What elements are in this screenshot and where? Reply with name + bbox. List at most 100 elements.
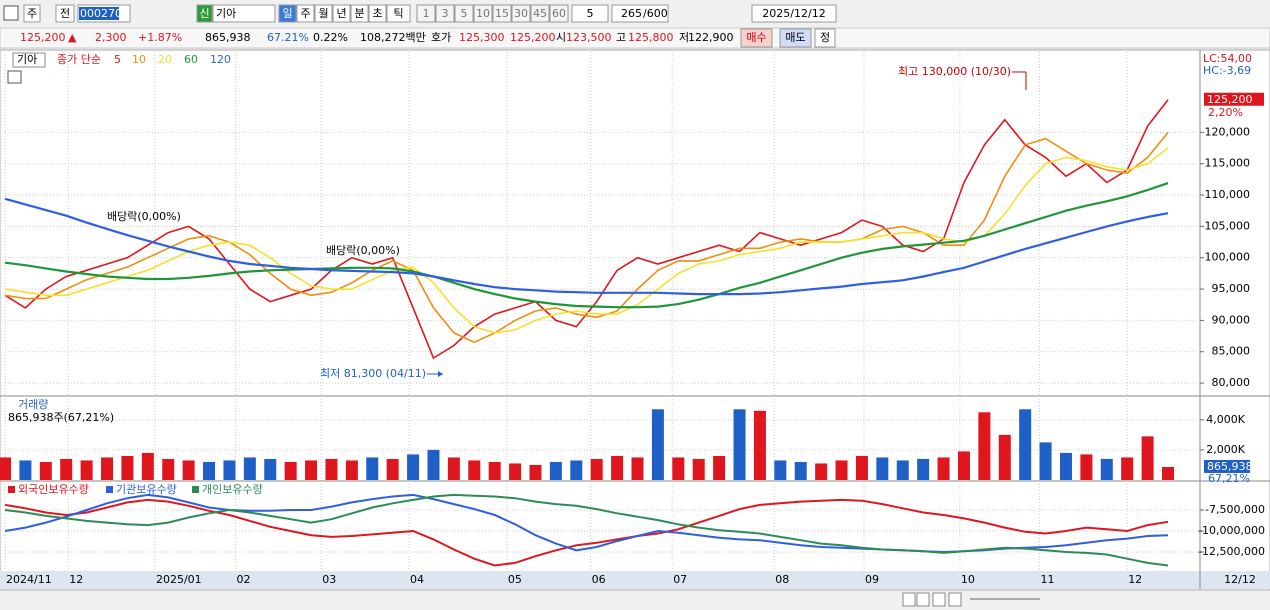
interval-select[interactable] xyxy=(571,4,609,23)
volume-bar xyxy=(1039,442,1052,480)
legend-swatch xyxy=(192,486,199,493)
nav-button[interactable] xyxy=(916,592,930,607)
info-change: 2,300 xyxy=(95,31,127,44)
volume-bar xyxy=(488,461,501,480)
count-input[interactable] xyxy=(611,4,669,23)
interval-button[interactable] xyxy=(454,4,474,23)
volume-bar xyxy=(101,457,114,480)
legend-box xyxy=(12,52,46,68)
info-bid: 125,200 xyxy=(510,31,556,44)
volume-bar xyxy=(590,458,603,480)
x-tick-label: 03 xyxy=(322,573,336,586)
volume-bar xyxy=(121,455,134,480)
legend-entry: 60 xyxy=(184,53,198,66)
y-tick-label: 90,000 xyxy=(1212,313,1251,326)
interval-button[interactable] xyxy=(492,4,512,23)
date-input[interactable] xyxy=(751,4,837,23)
volume-bar xyxy=(774,460,787,480)
volume-bar xyxy=(815,463,828,480)
x-tick-label: 12 xyxy=(1128,573,1142,586)
legend-entry: 120 xyxy=(210,53,231,66)
volume-bar xyxy=(345,460,358,480)
volume-bar xyxy=(529,464,542,480)
interval-button[interactable] xyxy=(511,4,531,23)
volume-bar xyxy=(896,460,909,480)
tab[interactable] xyxy=(55,4,75,23)
volume-bar xyxy=(1121,457,1134,480)
badge[interactable] xyxy=(196,4,213,23)
x-tick-label: 06 xyxy=(592,573,606,586)
y-tick-label: 110,000 xyxy=(1205,188,1251,201)
y-tick-label: -10,000,000 xyxy=(1198,524,1265,537)
volume-bar xyxy=(611,455,624,480)
last-volume-box xyxy=(1204,459,1250,473)
volume-bar xyxy=(692,458,705,480)
period-button-text: 년 xyxy=(336,7,346,20)
period-button[interactable] xyxy=(386,4,411,23)
period-button[interactable] xyxy=(296,4,315,23)
volume-bar xyxy=(447,457,460,480)
order-button[interactable] xyxy=(779,28,812,48)
volume-bar xyxy=(60,458,73,480)
y-tick-label: 95,000 xyxy=(1212,282,1251,295)
info-open-label: 시 xyxy=(556,31,566,44)
annotation: 최저 81,300 (04/11) xyxy=(320,367,426,380)
period-button-text: 분 xyxy=(354,7,364,20)
annotation: 최고 130,000 (10/30) xyxy=(898,65,1011,78)
volume-bar xyxy=(162,458,175,480)
series-line xyxy=(4,498,1169,567)
info-turnover: 0.22% xyxy=(313,31,348,44)
name-input[interactable] xyxy=(212,4,276,23)
volume-bar xyxy=(366,457,379,480)
period-button[interactable] xyxy=(350,4,369,23)
x-tick-label: 10 xyxy=(961,573,975,586)
volume-bar xyxy=(753,410,766,480)
period-button[interactable] xyxy=(332,4,351,23)
menu-icon[interactable] xyxy=(3,5,19,21)
table-icon[interactable] xyxy=(7,70,22,84)
legend-label: 기아 xyxy=(17,53,37,66)
count-text: 265 xyxy=(621,7,642,20)
order-button[interactable] xyxy=(740,28,773,48)
interval-button[interactable] xyxy=(435,4,455,23)
interval-select-text: 5 xyxy=(587,7,594,20)
volume-bar xyxy=(19,460,32,480)
nav-button[interactable] xyxy=(948,592,962,607)
lc-label: LC:54,00 xyxy=(1203,52,1252,65)
annotation: 배당락(0,00%) xyxy=(326,244,400,257)
annotation-arrow xyxy=(438,371,443,377)
interval-button[interactable] xyxy=(416,4,436,23)
info-low: 122,900 xyxy=(688,31,734,44)
interval-button[interactable] xyxy=(530,4,550,23)
info-high: 125,800 xyxy=(628,31,674,44)
nav-button[interactable] xyxy=(932,592,946,607)
x-tick-label: 08 xyxy=(775,573,789,586)
period-button-text: 주 xyxy=(300,7,310,20)
last-change-label: 2,20% xyxy=(1208,106,1243,119)
period-button[interactable] xyxy=(278,4,297,23)
interval-button-text: 30 xyxy=(514,7,528,20)
volume-bar xyxy=(407,454,420,480)
interval-button[interactable] xyxy=(549,4,569,23)
series-line xyxy=(4,131,1169,344)
legend-entry: 개인보유수량 xyxy=(202,483,263,496)
nav-button[interactable] xyxy=(902,592,916,607)
period-button[interactable] xyxy=(314,4,333,23)
order-button[interactable] xyxy=(814,28,836,48)
info-volume: 865,938 xyxy=(205,31,251,44)
period-button[interactable] xyxy=(368,4,387,23)
annotation: 배당락(0,00%) xyxy=(107,210,181,223)
series-line xyxy=(4,493,1169,567)
panel-subtitle: 865,938주(67,21%) xyxy=(8,411,114,424)
info-ask: 125,300 xyxy=(459,31,505,44)
volume-bar xyxy=(998,434,1011,480)
interval-button-text: 3 xyxy=(442,7,449,20)
tab[interactable] xyxy=(23,4,41,23)
x-tick-label: 2024/11 xyxy=(6,573,52,586)
volume-bar xyxy=(1162,466,1174,480)
interval-button[interactable] xyxy=(473,4,493,23)
period-button-text: 일 xyxy=(282,6,292,20)
y-tick-label: 4,000K xyxy=(1206,413,1245,426)
volume-bar xyxy=(876,457,889,480)
